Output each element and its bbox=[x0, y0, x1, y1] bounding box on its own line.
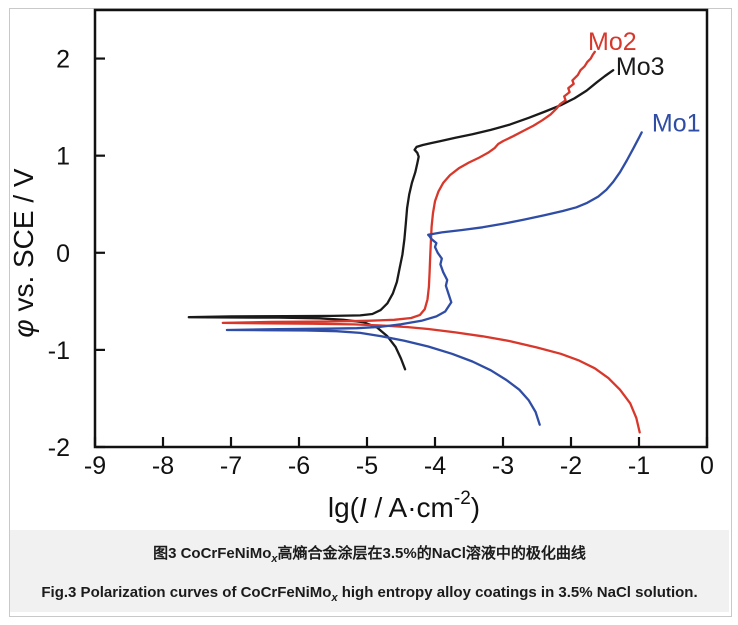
figure-caption: 图3 CoCrFeNiMox高熵合金涂层在3.5%的NaCl溶液中的极化曲线 F… bbox=[10, 530, 729, 612]
y-tick-label: -2 bbox=[48, 434, 70, 462]
x-tick-label: -1 bbox=[628, 452, 650, 480]
x-tick-label: 0 bbox=[700, 452, 714, 480]
curve-label-mo1: Mo1 bbox=[652, 109, 701, 137]
x-tick-label: -3 bbox=[492, 452, 514, 480]
y-tick-label: 2 bbox=[56, 46, 70, 74]
x-tick-label: -2 bbox=[560, 452, 582, 480]
x-axis-label: lg(I / A·cm-2) bbox=[328, 488, 480, 523]
x-tick-label: -7 bbox=[220, 452, 242, 480]
caption-chinese-text: 图3 CoCrFeNiMo bbox=[153, 545, 272, 562]
x-axis-label-units: / A·cm bbox=[367, 492, 454, 523]
curve-mo2 bbox=[221, 50, 641, 434]
caption-english-text: Fig.3 Polarization curves of CoCrFeNiMo bbox=[41, 584, 332, 601]
x-tick-label: -5 bbox=[356, 452, 378, 480]
figure-outer-border bbox=[9, 8, 732, 617]
caption-chinese-subscript: x bbox=[271, 553, 278, 565]
x-tick-label: -6 bbox=[288, 452, 310, 480]
y-axis-label-variable: φ bbox=[8, 319, 39, 337]
x-axis-label-post: ) bbox=[471, 492, 480, 523]
x-tick-label: -8 bbox=[152, 452, 174, 480]
curve-mo3 bbox=[187, 69, 615, 371]
y-axis-label: φ vs. SCE / V bbox=[8, 168, 39, 338]
y-tick-label: 0 bbox=[56, 240, 70, 268]
plot-frame bbox=[93, 8, 709, 449]
x-tick-label: -9 bbox=[84, 452, 106, 480]
curve-label-mo3: Mo3 bbox=[616, 53, 665, 81]
caption-chinese: 图3 CoCrFeNiMox高熵合金涂层在3.5%的NaCl溶液中的极化曲线 bbox=[10, 530, 729, 568]
y-tick-label: -1 bbox=[48, 337, 70, 365]
x-axis-label-pre: lg( bbox=[328, 492, 360, 523]
y-axis-label-units: vs. SCE / V bbox=[8, 168, 39, 319]
caption-chinese-text-post: 高熵合金涂层在3.5%的NaCl溶液中的极化曲线 bbox=[277, 545, 586, 562]
caption-english-text-post: high entropy alloy coatings in 3.5% NaCl… bbox=[337, 584, 698, 601]
x-tick-label: -4 bbox=[424, 452, 446, 480]
caption-english-subscript: x bbox=[331, 592, 338, 604]
curve-label-mo2: Mo2 bbox=[588, 28, 637, 56]
y-tick-label: 1 bbox=[56, 143, 70, 171]
x-axis-label-variable: I bbox=[359, 492, 367, 523]
caption-english: Fig.3 Polarization curves of CoCrFeNiMox… bbox=[10, 568, 729, 607]
x-axis-label-exponent: -2 bbox=[454, 488, 471, 509]
curve-mo1 bbox=[225, 131, 643, 426]
